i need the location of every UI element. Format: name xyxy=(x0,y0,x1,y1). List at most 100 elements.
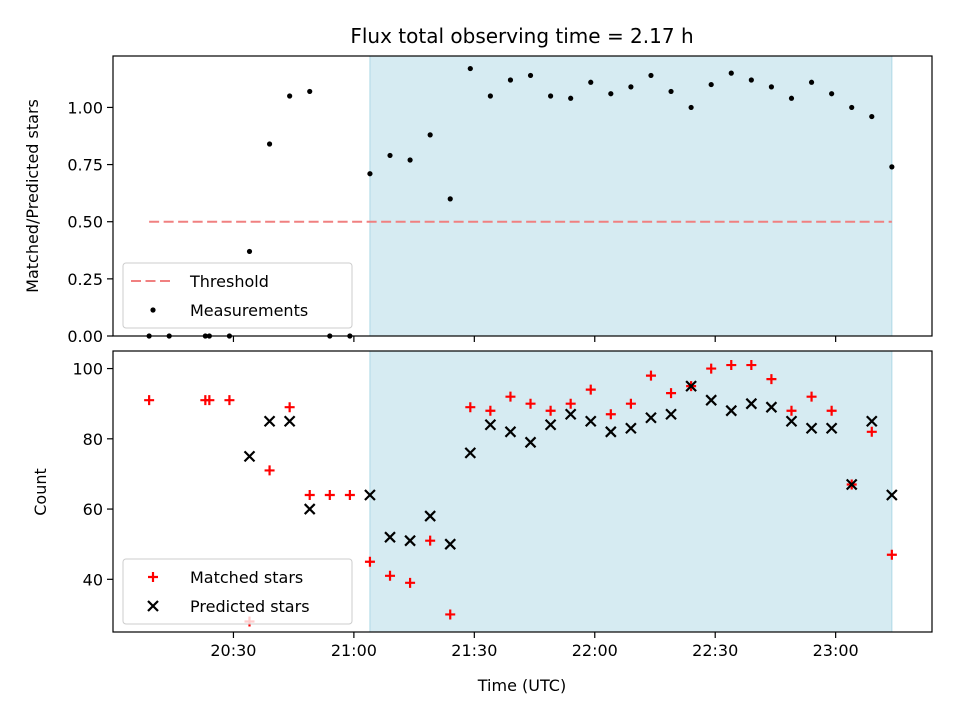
matched-star-point xyxy=(465,402,476,413)
predicted-star-point xyxy=(665,408,677,421)
top-y-tick-label: 0.00 xyxy=(67,327,103,346)
matched-star-point xyxy=(324,490,335,501)
predicted-star-point xyxy=(564,408,577,421)
measurement-point xyxy=(869,113,875,120)
predicted-star-point xyxy=(404,534,416,547)
matched-star-point xyxy=(284,402,295,413)
matched-star-point xyxy=(645,370,656,381)
predicted-star-point xyxy=(805,422,818,435)
top-observing-interval-shade xyxy=(369,55,893,337)
measurement-point xyxy=(648,72,654,79)
matched-star-point xyxy=(224,395,235,406)
top-y-tick-label: 0.75 xyxy=(67,156,103,175)
predicted-star-point xyxy=(384,531,396,543)
bottom-axes-frame xyxy=(112,350,933,633)
matched-star-point xyxy=(204,395,215,406)
predicted-star-point xyxy=(263,415,276,428)
matched-star-point xyxy=(826,405,837,416)
measurement-point xyxy=(728,70,734,76)
predicted-star-point xyxy=(645,411,657,424)
predicted-star-point xyxy=(444,538,457,550)
matched-star-point xyxy=(445,609,456,620)
x-tick-label: 23:00 xyxy=(813,641,859,660)
matched-star-point xyxy=(304,490,315,501)
matched-star-point xyxy=(806,391,817,402)
matched-star-point xyxy=(525,398,536,409)
matched-star-point xyxy=(866,426,877,437)
top-y-tick-label: 0.25 xyxy=(67,270,103,289)
matched-star-point xyxy=(746,360,757,371)
measurement-point xyxy=(307,88,313,95)
predicted-star-point xyxy=(605,426,617,438)
measurement-point xyxy=(548,93,554,99)
predicted-star-point xyxy=(765,401,778,413)
measurement-point xyxy=(808,79,815,85)
top-legend-box xyxy=(122,262,353,329)
legend-label: Predicted stars xyxy=(190,597,310,616)
bottom-y-axis-label: Count xyxy=(31,468,50,516)
bottom-panel: 40 60 80 100 20:30 21:00 21:30 22:00 22:30 23:00 M… xyxy=(72,350,933,660)
predicted-star-point xyxy=(584,415,597,428)
measurement-point xyxy=(608,91,614,97)
matched-star-point xyxy=(405,577,416,588)
measurement-point xyxy=(668,88,674,95)
matched-star-point xyxy=(505,391,516,402)
top-panel: 0.00 0.25 0.50 0.75 1.00 Threshold Measurement… xyxy=(67,55,933,346)
measurement-point xyxy=(507,77,514,83)
top-y-tick-label: 0.50 xyxy=(67,213,103,232)
x-axis-label: Time (UTC) xyxy=(477,676,566,695)
measurement-point xyxy=(568,95,574,101)
measurement-point xyxy=(427,132,433,138)
predicted-star-point xyxy=(625,422,637,435)
matched-star-point xyxy=(485,405,496,416)
measurement-point xyxy=(588,79,594,85)
matched-star-point xyxy=(425,535,436,546)
measurement-point xyxy=(246,248,253,255)
x-tick-label: 20:30 xyxy=(210,641,256,660)
matched-star-point xyxy=(706,363,717,374)
predicted-star-point xyxy=(685,380,697,392)
x-tick-label: 21:30 xyxy=(451,641,497,660)
predicted-star-point xyxy=(303,503,316,515)
predicted-star-point xyxy=(725,404,738,417)
measurement-point xyxy=(467,65,473,72)
predicted-star-point xyxy=(845,478,858,491)
top-y-tick-label: 1.00 xyxy=(67,98,103,117)
matched-star-point xyxy=(344,490,355,501)
matched-star-point xyxy=(726,360,737,371)
legend-label: Measurements xyxy=(190,301,308,320)
matched-star-point xyxy=(364,556,375,567)
bottom-y-tick-label: 40 xyxy=(83,570,103,589)
legend-measurement-swatch xyxy=(150,307,156,313)
bottom-y-tick-label: 60 xyxy=(83,500,103,519)
measurement-point xyxy=(708,81,714,88)
legend-predicted-swatch xyxy=(147,600,159,612)
predicted-star-point xyxy=(504,426,517,438)
predicted-star-point xyxy=(705,394,717,406)
predicted-star-point xyxy=(364,489,376,501)
predicted-star-point xyxy=(886,489,898,501)
x-tick-label: 22:30 xyxy=(692,641,738,660)
legend-matched-swatch xyxy=(148,572,158,582)
legend-label: Threshold xyxy=(189,272,269,291)
predicted-star-point xyxy=(524,436,537,449)
measurement-point xyxy=(407,157,413,163)
matched-star-point xyxy=(385,570,396,581)
measurement-point xyxy=(788,95,795,101)
predicted-star-point xyxy=(283,415,296,428)
x-tick-label: 21:00 xyxy=(331,641,377,660)
top-y-axis-label: Matched/Predicted stars xyxy=(23,99,42,293)
predicted-star-point xyxy=(785,415,798,428)
bottom-y-tick-label: 80 xyxy=(83,430,103,449)
predicted-star-point xyxy=(484,418,497,431)
top-axes-frame xyxy=(112,55,933,337)
matched-star-point xyxy=(886,549,897,560)
measurement-point xyxy=(367,171,373,177)
measurement-point xyxy=(829,91,835,97)
matched-star-point xyxy=(605,409,616,420)
matched-star-point xyxy=(786,405,797,416)
chart-title: Flux total observing time = 2.17 h xyxy=(350,24,693,48)
matched-star-point xyxy=(766,374,777,385)
measurement-point xyxy=(387,152,393,159)
